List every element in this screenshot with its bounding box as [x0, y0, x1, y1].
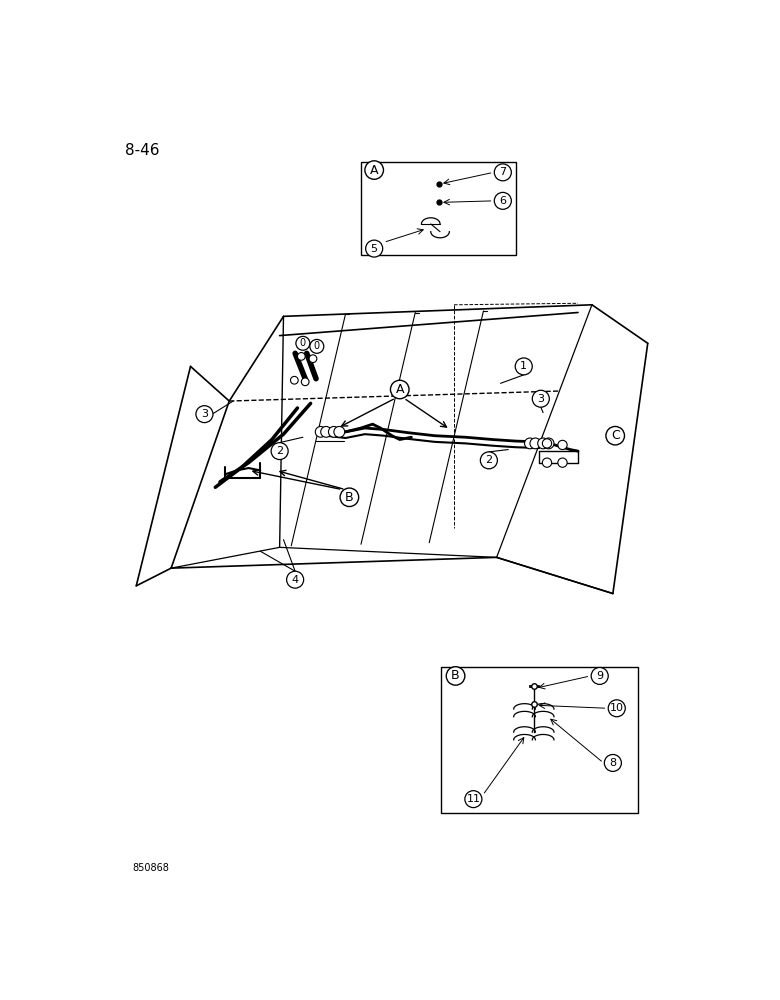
- Circle shape: [591, 667, 608, 684]
- Text: B: B: [345, 491, 353, 504]
- Text: C: C: [611, 429, 619, 442]
- Bar: [361, 162, 516, 255]
- Text: 0: 0: [300, 338, 306, 348]
- Circle shape: [366, 240, 383, 257]
- Bar: [441, 667, 639, 813]
- Circle shape: [516, 358, 532, 375]
- Circle shape: [537, 438, 548, 449]
- Text: 11: 11: [466, 794, 480, 804]
- Circle shape: [301, 378, 309, 386]
- Text: A: A: [395, 383, 404, 396]
- Circle shape: [391, 380, 409, 399]
- Text: 8: 8: [609, 758, 616, 768]
- Text: 8-46: 8-46: [125, 143, 159, 158]
- Text: 3: 3: [201, 409, 208, 419]
- Circle shape: [290, 376, 298, 384]
- Circle shape: [558, 458, 567, 467]
- Text: 9: 9: [596, 671, 603, 681]
- Circle shape: [543, 438, 554, 449]
- Text: 850868: 850868: [133, 863, 169, 873]
- Circle shape: [310, 339, 324, 353]
- Text: 7: 7: [499, 167, 506, 177]
- Circle shape: [296, 336, 310, 350]
- Circle shape: [604, 754, 622, 771]
- Circle shape: [495, 164, 512, 181]
- Circle shape: [321, 426, 332, 437]
- Circle shape: [608, 700, 626, 717]
- Circle shape: [309, 355, 317, 363]
- Circle shape: [558, 440, 567, 450]
- Text: 6: 6: [499, 196, 506, 206]
- Text: 2: 2: [485, 455, 492, 465]
- Circle shape: [542, 458, 551, 467]
- Circle shape: [530, 438, 541, 449]
- Text: 5: 5: [370, 244, 378, 254]
- Circle shape: [297, 353, 305, 360]
- Circle shape: [196, 406, 213, 423]
- Circle shape: [606, 426, 625, 445]
- Circle shape: [286, 571, 303, 588]
- Circle shape: [532, 390, 549, 407]
- Text: 0: 0: [314, 341, 320, 351]
- Text: 4: 4: [292, 575, 299, 585]
- Circle shape: [271, 443, 288, 460]
- Text: A: A: [370, 164, 378, 177]
- Circle shape: [340, 488, 359, 507]
- Circle shape: [495, 192, 512, 209]
- Circle shape: [328, 426, 339, 437]
- Text: 3: 3: [537, 394, 544, 404]
- Circle shape: [524, 438, 535, 449]
- Text: 2: 2: [276, 446, 283, 456]
- Circle shape: [465, 791, 482, 808]
- Circle shape: [542, 439, 551, 448]
- Circle shape: [446, 667, 465, 685]
- Circle shape: [334, 426, 345, 437]
- Text: 10: 10: [610, 703, 624, 713]
- Circle shape: [315, 426, 326, 437]
- Text: B: B: [452, 669, 460, 682]
- Text: 1: 1: [520, 361, 527, 371]
- Circle shape: [480, 452, 498, 469]
- Circle shape: [365, 161, 384, 179]
